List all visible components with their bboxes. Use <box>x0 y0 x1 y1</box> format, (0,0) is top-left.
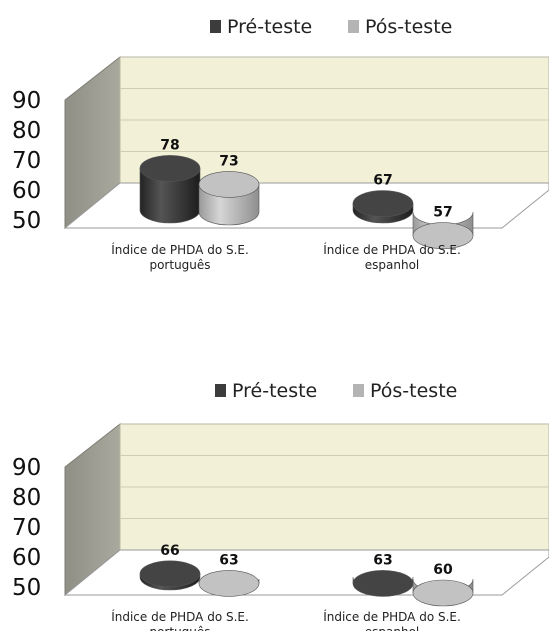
y-tick-label: 70 <box>12 515 41 541</box>
floor <box>63 549 549 596</box>
data-label: 66 <box>160 543 179 559</box>
legend-label: Pré-teste <box>227 16 312 38</box>
y-tick-label: 50 <box>12 575 41 601</box>
data-label: 63 <box>373 552 392 568</box>
category-label: Índice de PHDA do S.E. <box>111 609 249 624</box>
legend-swatch <box>215 384 226 397</box>
y-tick-label: 70 <box>12 148 41 174</box>
bar <box>352 570 414 597</box>
chart-2: 90 80 70 60 50 Pré-teste Pós-teste 66 63 Índice d… <box>12 380 549 631</box>
data-label: 60 <box>433 562 453 578</box>
data-label: 57 <box>433 205 452 221</box>
legend-label: Pós-teste <box>365 16 452 38</box>
data-label: 73 <box>219 153 238 169</box>
data-label: 67 <box>373 173 392 189</box>
category-label: Índice de PHDA do S.E. <box>323 242 461 257</box>
category-label: espanhol <box>365 258 420 272</box>
y-tick-label: 60 <box>12 545 41 571</box>
y-tick-label: 90 <box>12 455 41 481</box>
bar <box>352 190 414 224</box>
bar <box>412 578 474 607</box>
y-tick-label: 80 <box>12 485 41 511</box>
bar <box>198 171 260 226</box>
legend-label: Pós-teste <box>370 380 457 402</box>
category-label: Índice de PHDA do S.E. <box>323 609 461 624</box>
bar <box>198 570 260 597</box>
y-tick-label: 90 <box>12 88 41 114</box>
data-label: 63 <box>219 552 238 568</box>
y-tick-label: 50 <box>12 208 41 234</box>
floor <box>63 182 549 229</box>
legend-swatch <box>348 20 359 33</box>
category-label: espanhol <box>365 625 420 631</box>
legend-label: Pré-teste <box>232 380 317 402</box>
legend-swatch <box>353 384 364 397</box>
y-tick-label: 80 <box>12 118 41 144</box>
chart-1: 90 80 70 60 50 Pré-teste Pós-teste 78 73 Índice d… <box>12 16 549 272</box>
bar <box>139 560 201 591</box>
category-label: português <box>149 258 210 272</box>
bar <box>412 211 474 249</box>
data-label: 78 <box>160 137 179 153</box>
category-label: Índice de PHDA do S.E. <box>111 242 249 257</box>
legend-swatch <box>210 20 221 33</box>
category-label: português <box>149 625 210 631</box>
y-tick-label: 60 <box>12 178 41 204</box>
bar <box>139 155 201 224</box>
